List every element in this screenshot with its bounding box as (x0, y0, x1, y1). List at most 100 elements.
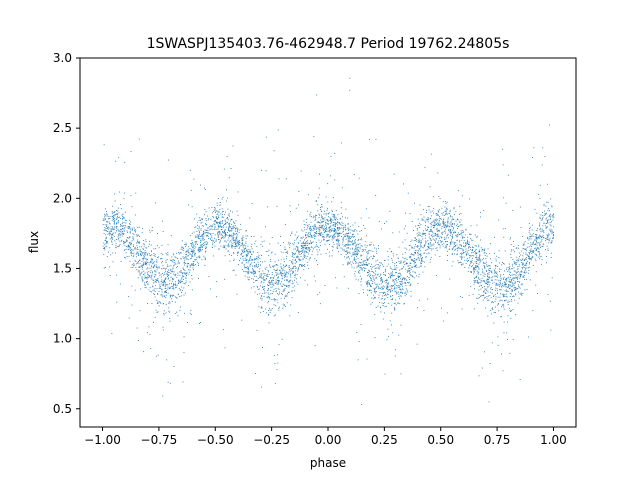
data-point (264, 292, 265, 294)
data-point (309, 234, 311, 236)
data-point (471, 239, 472, 241)
data-point (428, 244, 430, 246)
data-point (387, 283, 389, 285)
data-point (326, 225, 327, 227)
data-point (353, 273, 355, 275)
data-point (540, 255, 542, 257)
data-point (267, 289, 269, 291)
data-point (500, 275, 501, 277)
data-point (160, 276, 162, 278)
data-point (137, 235, 139, 237)
data-point (312, 217, 314, 219)
data-point (448, 213, 450, 214)
data-point (274, 261, 276, 263)
data-point (517, 281, 518, 282)
data-point (500, 277, 502, 279)
data-point (235, 227, 237, 229)
data-point (320, 211, 322, 212)
data-point (476, 266, 478, 267)
data-point (233, 221, 234, 223)
data-point (111, 226, 113, 228)
data-point (311, 247, 313, 248)
data-point (430, 230, 432, 232)
data-point (347, 247, 349, 249)
data-point (230, 236, 232, 238)
data-point (422, 271, 424, 273)
data-point (531, 235, 533, 237)
data-point (144, 254, 146, 256)
data-point (547, 250, 549, 251)
data-point (273, 284, 275, 286)
data-point (468, 243, 470, 245)
data-point (313, 228, 315, 230)
data-point (461, 224, 463, 226)
data-point (334, 222, 336, 224)
data-point (447, 221, 449, 223)
data-point (105, 245, 107, 247)
data-point (542, 225, 544, 227)
data-point (442, 201, 444, 203)
data-point (413, 266, 415, 267)
data-point (144, 287, 146, 288)
data-point (275, 279, 277, 281)
data-point (509, 238, 511, 240)
data-point (237, 241, 239, 242)
data-point (124, 241, 126, 243)
data-point (418, 299, 420, 301)
data-point (438, 229, 440, 231)
data-point (373, 256, 375, 257)
data-point (112, 218, 114, 220)
data-point (165, 304, 167, 306)
data-point (214, 209, 216, 211)
data-point (241, 237, 243, 239)
data-point (436, 229, 438, 230)
data-point (410, 257, 411, 259)
data-point (229, 226, 231, 228)
data-point (322, 218, 324, 219)
data-point (179, 281, 181, 283)
data-point (249, 217, 251, 219)
data-point (526, 262, 527, 264)
data-point (422, 257, 423, 259)
data-point (152, 286, 154, 288)
data-point (193, 231, 195, 233)
data-point (256, 257, 258, 259)
data-point (222, 329, 224, 330)
data-point (389, 210, 391, 212)
data-point (461, 256, 463, 258)
data-point (495, 265, 497, 267)
data-point (292, 262, 294, 264)
data-point (435, 248, 437, 249)
data-point (307, 234, 309, 236)
data-point (338, 235, 339, 237)
data-point (484, 255, 486, 256)
data-point (311, 250, 313, 252)
data-point (110, 254, 112, 256)
data-point (228, 227, 230, 229)
data-point (379, 287, 381, 289)
data-point (514, 288, 516, 290)
data-point (534, 253, 536, 255)
data-point (476, 275, 478, 277)
data-point (497, 276, 498, 278)
data-point (509, 265, 511, 267)
data-point (263, 279, 265, 281)
data-point (419, 227, 421, 228)
data-point (147, 267, 148, 269)
data-point (396, 272, 397, 273)
data-point (506, 332, 508, 334)
data-point (491, 308, 493, 310)
data-point (243, 255, 245, 257)
data-point (170, 276, 172, 278)
data-point (321, 227, 323, 229)
data-point (490, 258, 491, 260)
data-point (202, 239, 204, 241)
data-point (339, 218, 341, 220)
data-point (447, 222, 449, 224)
data-point (129, 243, 131, 244)
data-point (196, 261, 198, 263)
data-point (221, 238, 223, 239)
data-point (445, 237, 447, 239)
data-point (427, 240, 429, 242)
data-point (345, 251, 347, 252)
